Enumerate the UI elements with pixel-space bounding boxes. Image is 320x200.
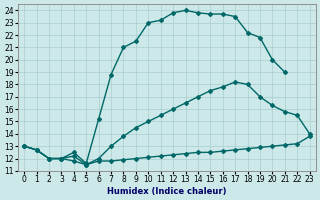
X-axis label: Humidex (Indice chaleur): Humidex (Indice chaleur) xyxy=(107,187,227,196)
